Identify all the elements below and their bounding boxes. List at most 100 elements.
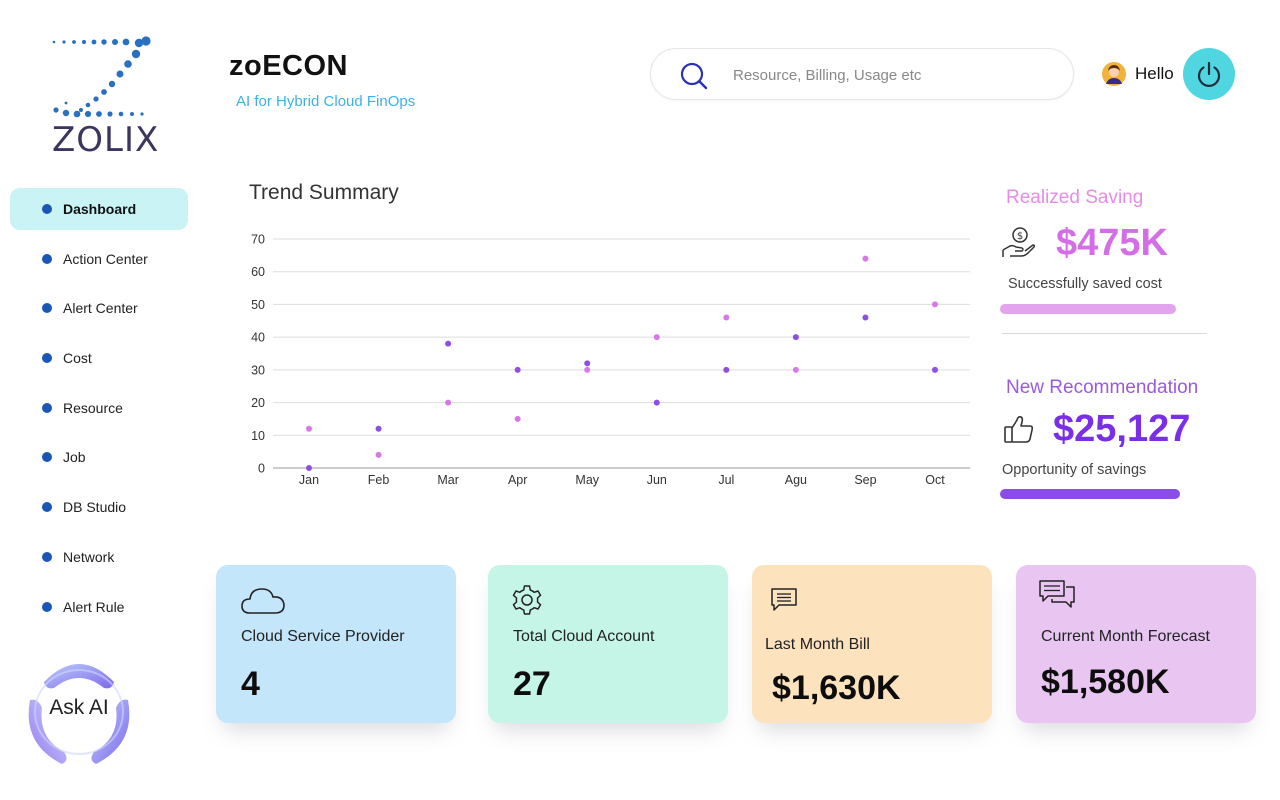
realized-saving-value: $475K xyxy=(1056,222,1168,264)
sidebar-item-cost[interactable]: Cost xyxy=(10,337,188,379)
data-point xyxy=(723,314,730,321)
data-point xyxy=(792,366,799,373)
realized-saving-bar xyxy=(1000,304,1176,314)
y-tick-label: 30 xyxy=(251,363,265,377)
data-point xyxy=(584,366,591,373)
sidebar-item-label: DB Studio xyxy=(63,499,127,516)
data-point xyxy=(862,314,869,321)
card-label: Current Month Forecast xyxy=(1041,628,1210,645)
logo-text: ZOLIX xyxy=(52,120,160,160)
nav-dot xyxy=(42,402,52,413)
sidebar-item-network[interactable]: Network xyxy=(10,536,188,578)
sidebar-item-label: Alert Center xyxy=(63,300,138,317)
data-point xyxy=(862,255,869,262)
nav-dot xyxy=(42,601,52,612)
chat-icon xyxy=(1039,580,1075,608)
y-tick-label: 0 xyxy=(258,462,265,476)
x-tick-label: Jun xyxy=(647,473,667,487)
y-tick-label: 40 xyxy=(251,331,265,345)
card-cloud-service-provider[interactable]: Cloud Service Provider 4 xyxy=(216,565,456,723)
sidebar-item-label: Alert Rule xyxy=(63,598,125,615)
x-tick-label: Mar xyxy=(437,473,459,487)
realized-saving-desc: Successfully saved cost xyxy=(1008,276,1162,292)
sidebar-item-label: Cost xyxy=(63,350,92,367)
nav-dot xyxy=(42,551,52,562)
sidebar-item-resource[interactable]: Resource xyxy=(10,387,188,429)
data-point xyxy=(653,399,660,406)
chart-title: Trend Summary xyxy=(249,181,399,204)
app-title: zoECON xyxy=(229,50,348,82)
data-point xyxy=(514,415,521,422)
x-tick-label: Jul xyxy=(718,473,734,487)
x-tick-label: Oct xyxy=(925,473,945,487)
search-icon[interactable] xyxy=(677,60,709,92)
sidebar-item-alert-center[interactable]: Alert Center xyxy=(10,287,188,329)
sidebar-item-label: Resource xyxy=(63,399,123,416)
divider xyxy=(1002,333,1207,334)
y-tick-label: 70 xyxy=(251,233,265,247)
greeting-text: Hello xyxy=(1135,64,1174,83)
power-icon[interactable] xyxy=(1194,59,1224,89)
nav-dot xyxy=(42,303,52,314)
data-point xyxy=(375,451,382,458)
card-total-cloud-account[interactable]: Total Cloud Account 27 xyxy=(488,565,728,723)
recommendation-title: New Recommendation xyxy=(1006,377,1199,398)
thumbs-up-icon xyxy=(1004,416,1034,443)
ask-ai-icon xyxy=(28,664,130,764)
sidebar-item-db-studio[interactable]: DB Studio xyxy=(10,486,188,528)
hand-dollar-icon: $ xyxy=(1002,227,1036,257)
nav-dot xyxy=(42,502,52,513)
sidebar-item-job[interactable]: Job xyxy=(10,436,188,478)
y-tick-label: 10 xyxy=(251,429,265,443)
sidebar: Dashboard Action Center Alert Center Cos… xyxy=(10,188,188,635)
nav-dot xyxy=(42,353,52,364)
data-point xyxy=(653,334,660,341)
card-value: 4 xyxy=(241,665,260,703)
search-input[interactable] xyxy=(733,63,1053,87)
card-value: $1,580K xyxy=(1041,663,1170,701)
recommendation-value: $25,127 xyxy=(1053,408,1191,450)
x-tick-label: Agu xyxy=(785,473,807,487)
x-tick-label: Jan xyxy=(299,473,319,487)
recommendation-desc: Opportunity of savings xyxy=(1002,462,1147,478)
data-point xyxy=(306,425,312,432)
app-subtitle: AI for Hybrid Cloud FinOps xyxy=(236,93,416,110)
gear-icon xyxy=(512,585,542,615)
card-last-month-bill[interactable]: Last Month Bill $1,630K xyxy=(752,565,992,723)
x-tick-label: Sep xyxy=(854,473,876,487)
y-tick-label: 20 xyxy=(251,396,265,410)
avatar[interactable] xyxy=(1102,62,1126,86)
realized-saving-title: Realized Saving xyxy=(1006,187,1144,208)
cloud-icon xyxy=(241,588,285,614)
sidebar-item-label: Job xyxy=(63,449,86,466)
power-button[interactable] xyxy=(1183,48,1235,100)
x-tick-label: May xyxy=(575,473,599,487)
data-point xyxy=(445,399,452,406)
data-point xyxy=(584,360,591,367)
sidebar-item-alert-rule[interactable]: Alert Rule xyxy=(10,586,188,628)
data-point xyxy=(932,301,938,308)
sidebar-item-label: Dashboard xyxy=(63,201,137,217)
x-tick-label: Feb xyxy=(368,473,390,487)
data-point xyxy=(723,366,730,373)
ask-ai-button[interactable]: Ask AI xyxy=(22,652,136,768)
recommendation-bar xyxy=(1000,489,1180,499)
card-label: Cloud Service Provider xyxy=(241,628,405,645)
y-tick-label: 50 xyxy=(251,298,265,312)
ask-ai-label: Ask AI xyxy=(49,696,109,719)
card-label: Last Month Bill xyxy=(765,636,870,653)
data-point xyxy=(445,340,452,347)
sidebar-item-dashboard[interactable]: Dashboard xyxy=(10,188,188,230)
sidebar-item-label: Network xyxy=(63,548,115,565)
search-bar[interactable] xyxy=(650,48,1074,100)
message-icon xyxy=(771,588,797,611)
card-value: $1,630K xyxy=(772,669,901,707)
nav-dot xyxy=(42,452,52,463)
card-current-month-forecast[interactable]: Current Month Forecast $1,580K xyxy=(1016,565,1256,723)
card-label: Total Cloud Account xyxy=(513,628,655,645)
data-point xyxy=(932,366,938,373)
sidebar-item-action-center[interactable]: Action Center xyxy=(10,238,188,280)
sidebar-item-label: Action Center xyxy=(63,250,148,267)
nav-dot xyxy=(42,204,52,214)
